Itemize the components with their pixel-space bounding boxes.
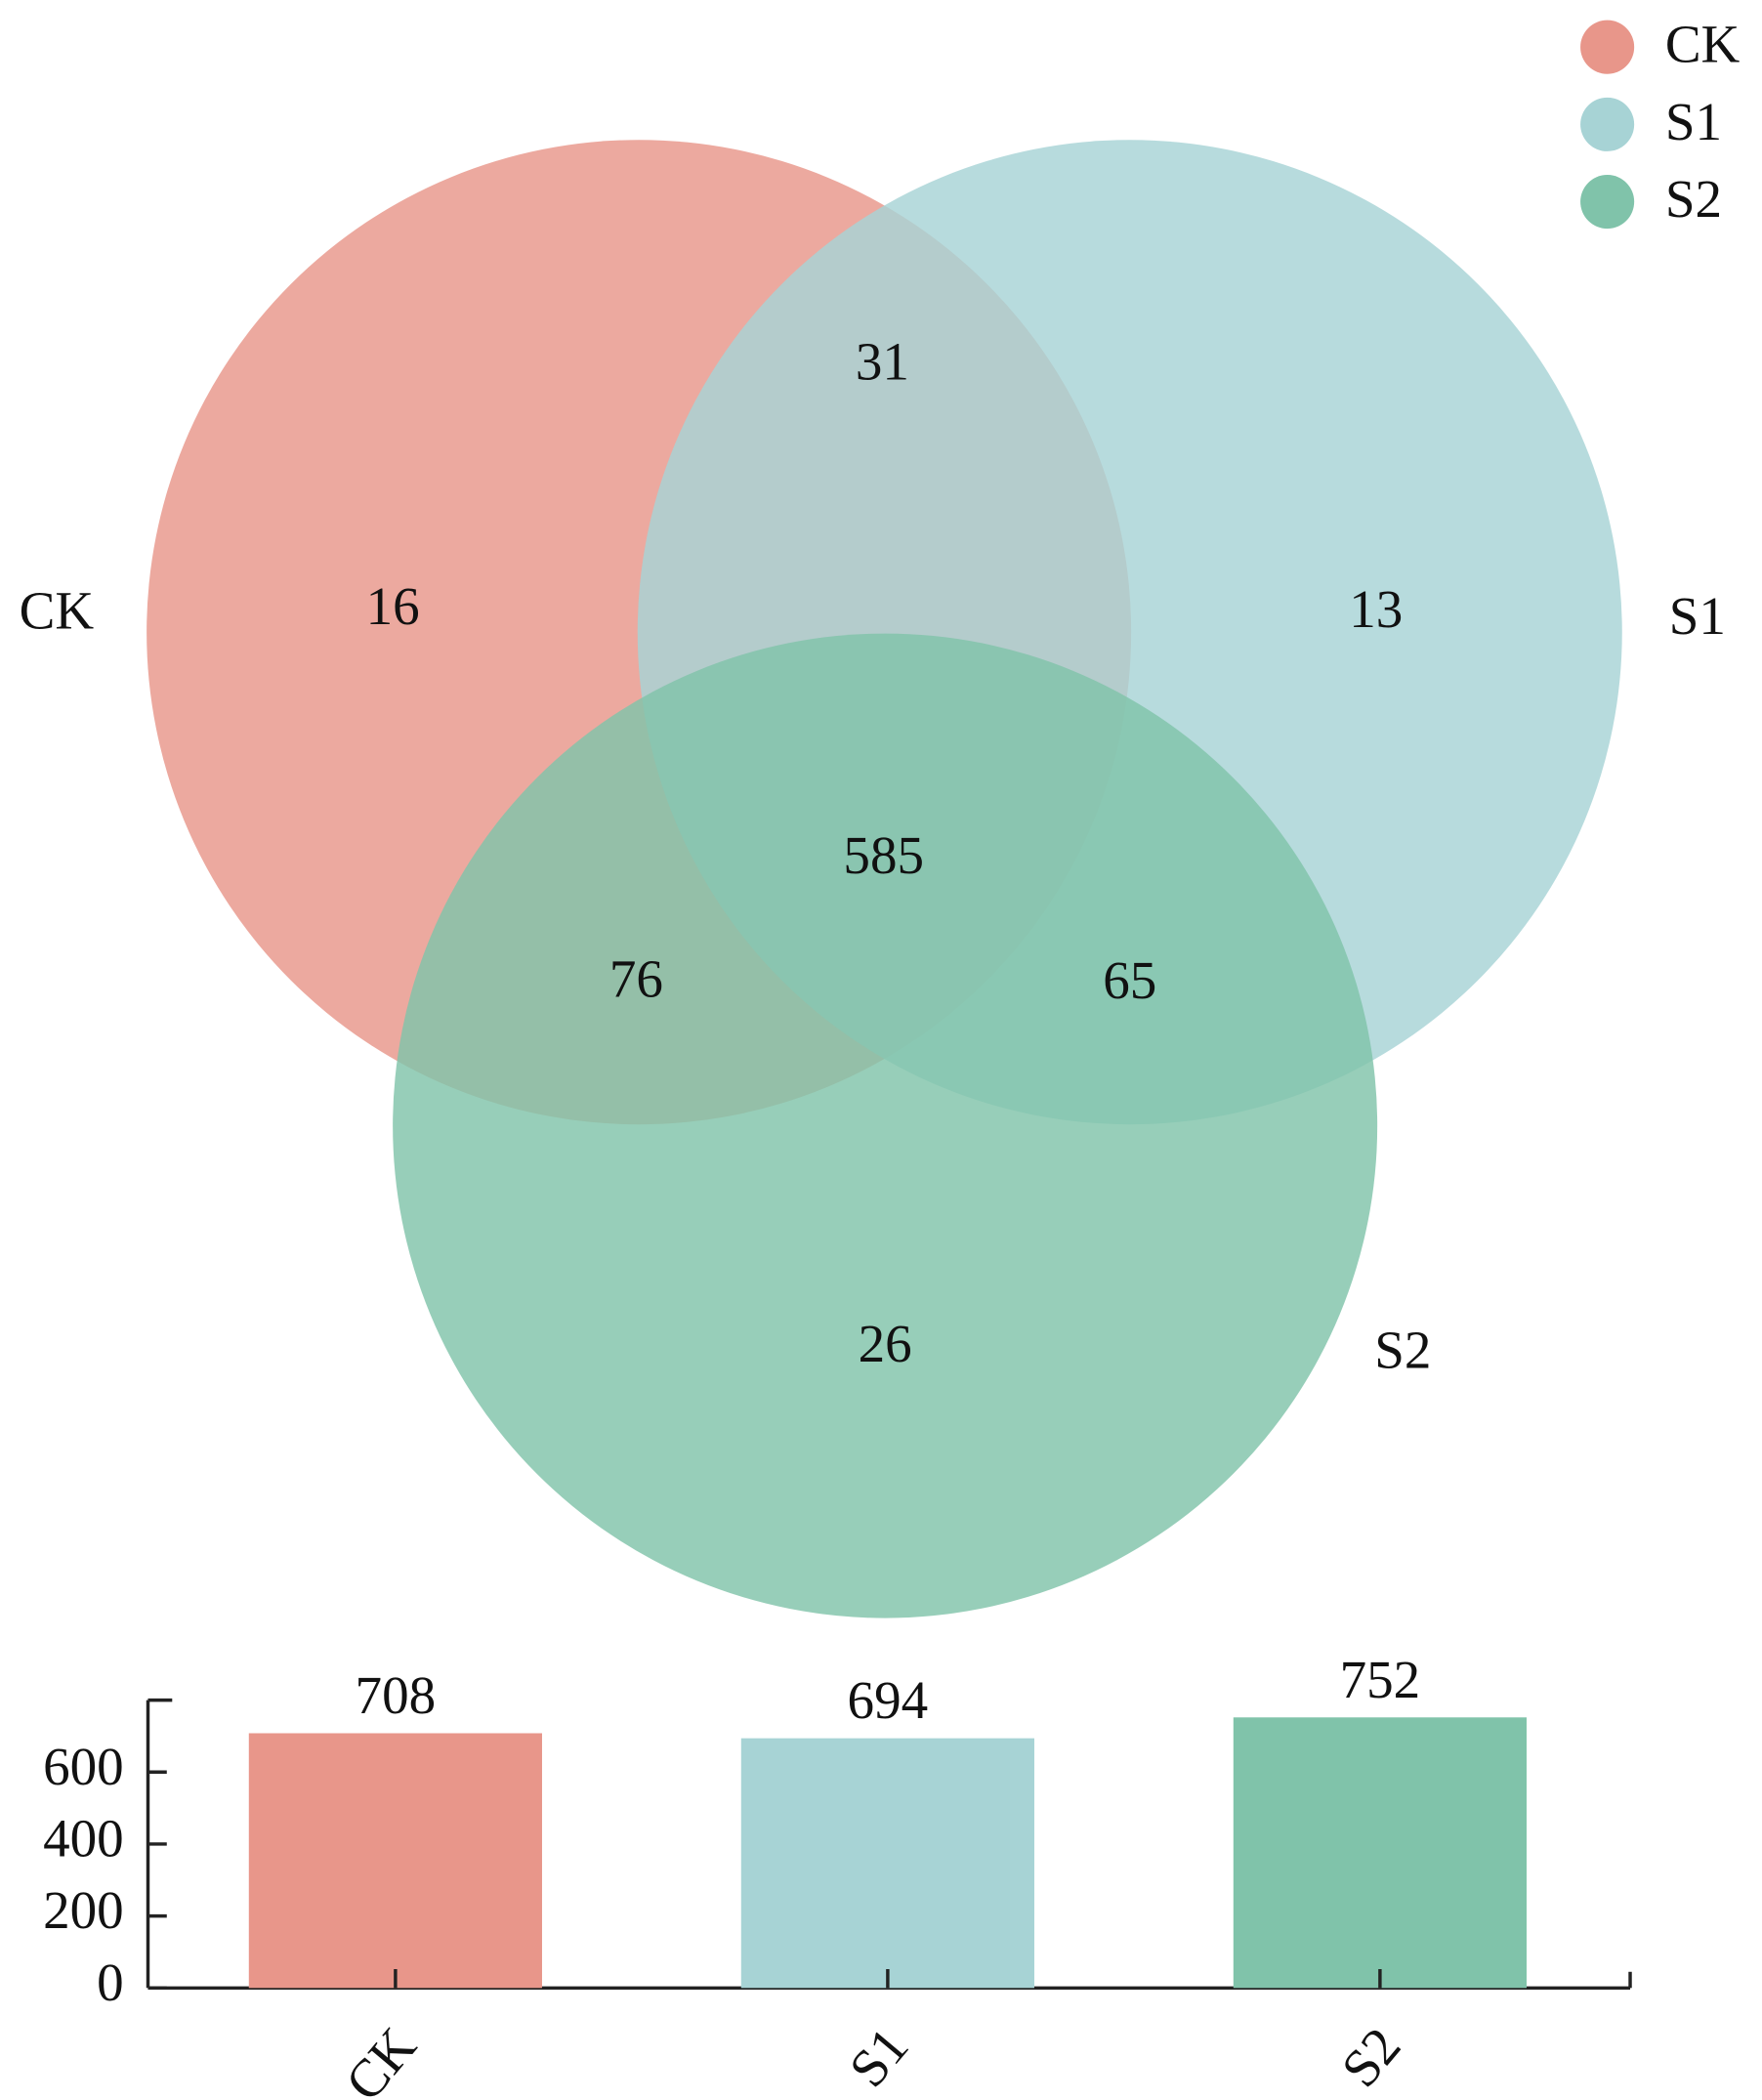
region-count: 13 (1349, 579, 1403, 639)
value-label: 752 (1340, 1650, 1421, 1709)
set-label: S2 (1374, 1321, 1431, 1380)
set-circle (393, 633, 1378, 1618)
x-tick-label: S1 (837, 2016, 919, 2098)
value-label: 694 (848, 1670, 929, 1730)
region-count: 16 (366, 576, 420, 636)
y-tick-label: 200 (43, 1880, 124, 1940)
set-label: S1 (1669, 586, 1726, 646)
legend-swatch (1580, 20, 1635, 74)
set-label: CK (20, 580, 95, 640)
bar (740, 1738, 1034, 1989)
x-tick-label: S2 (1329, 2016, 1411, 2098)
x-tick-label: CK (334, 2016, 428, 2100)
region-count: 76 (609, 949, 663, 1009)
legend-label: S1 (1665, 92, 1722, 151)
legend-swatch (1580, 97, 1635, 151)
bar (248, 1733, 542, 1989)
legend-label: CK (1665, 15, 1741, 74)
y-tick-label: 0 (97, 1953, 124, 2012)
legend-label: S2 (1665, 169, 1722, 229)
legend-swatch (1580, 175, 1635, 230)
region-count: 31 (856, 332, 909, 392)
region-count: 585 (843, 825, 924, 885)
region-count: 65 (1103, 950, 1156, 1010)
bar (1233, 1717, 1527, 1989)
y-tick-label: 400 (43, 1809, 124, 1869)
value-label: 708 (356, 1665, 437, 1725)
y-tick-label: 600 (43, 1737, 124, 1796)
region-count: 26 (859, 1314, 912, 1373)
